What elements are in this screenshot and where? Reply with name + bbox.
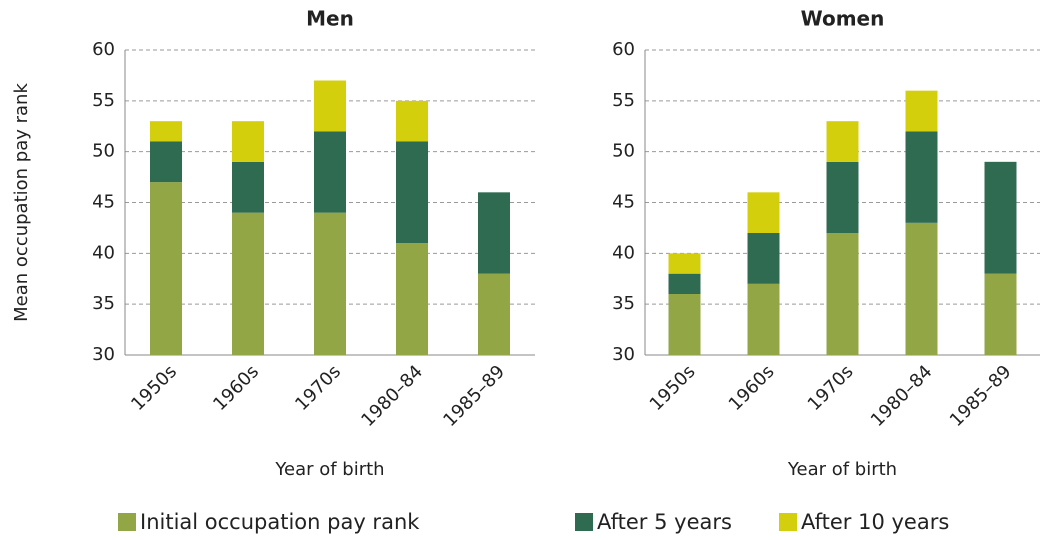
bar-segment <box>314 80 346 132</box>
legend-swatch <box>575 513 593 531</box>
y-tick-label: 60 <box>612 39 635 60</box>
y-tick-label: 40 <box>92 242 115 263</box>
bar-segment <box>150 141 182 183</box>
x-tick-label: 1950s <box>127 361 181 415</box>
y-tick-label: 35 <box>92 293 115 314</box>
bar-segment <box>150 121 182 142</box>
bar-segment <box>984 273 1017 355</box>
y-tick-label: 30 <box>612 344 635 365</box>
bar-segment <box>396 243 428 355</box>
bar-segment <box>747 192 780 233</box>
y-tick-label: 40 <box>612 242 635 263</box>
bar-segment <box>826 121 859 162</box>
bar-segment <box>905 90 938 132</box>
bar-segment <box>150 182 182 355</box>
y-axis-label: Mean occupation pay rank <box>11 83 32 322</box>
bar-segment <box>478 192 510 274</box>
bar-segment <box>668 294 701 355</box>
y-tick-label: 55 <box>612 90 635 111</box>
bar-segment <box>747 233 780 284</box>
legend-label: Initial occupation pay rank <box>140 510 420 534</box>
bar-segment <box>396 141 428 244</box>
y-tick-label: 50 <box>612 141 635 162</box>
x-tick-label: 1985–89 <box>946 361 1016 431</box>
legend-swatch <box>118 513 136 531</box>
y-tick-label: 50 <box>92 141 115 162</box>
bar-segment <box>668 273 701 294</box>
bar-segment <box>478 273 510 355</box>
bar-segment <box>984 161 1017 274</box>
bar-segment <box>314 212 346 355</box>
x-axis-label: Year of birth <box>274 459 384 480</box>
x-tick-label: 1950s <box>646 361 700 415</box>
bar-segment <box>232 121 264 162</box>
chart-title: Men <box>306 7 354 31</box>
chart-title: Women <box>801 7 885 31</box>
x-tick-label: 1970s <box>804 361 858 415</box>
bar-segment <box>905 222 938 355</box>
legend-swatch <box>779 513 797 531</box>
x-tick-label: 1960s <box>209 361 263 415</box>
bar-segment <box>826 233 859 355</box>
legend-label: After 10 years <box>801 510 949 534</box>
y-tick-label: 45 <box>612 192 635 213</box>
x-tick-label: 1970s <box>291 361 345 415</box>
x-tick-label: 1985–89 <box>439 361 509 431</box>
x-tick-label: 1980–84 <box>357 361 427 431</box>
bar-segment <box>747 283 780 355</box>
bar-segment <box>826 161 859 233</box>
legend-label: After 5 years <box>597 510 732 534</box>
x-axis-label: Year of birth <box>787 459 897 480</box>
bar-segment <box>396 100 428 142</box>
bar-segment <box>314 131 346 213</box>
y-tick-label: 55 <box>92 90 115 111</box>
y-tick-label: 35 <box>612 293 635 314</box>
y-tick-label: 30 <box>92 344 115 365</box>
bar-segment <box>905 131 938 223</box>
bar-segment <box>232 212 264 355</box>
x-tick-label: 1960s <box>725 361 779 415</box>
bar-segment <box>232 161 264 213</box>
bar-segment <box>668 253 701 274</box>
y-tick-label: 60 <box>92 39 115 60</box>
x-tick-label: 1980–84 <box>867 361 937 431</box>
y-tick-label: 45 <box>92 192 115 213</box>
